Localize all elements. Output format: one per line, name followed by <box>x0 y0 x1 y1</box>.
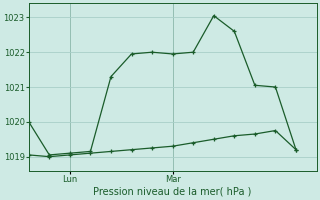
X-axis label: Pression niveau de la mer( hPa ): Pression niveau de la mer( hPa ) <box>93 187 252 197</box>
